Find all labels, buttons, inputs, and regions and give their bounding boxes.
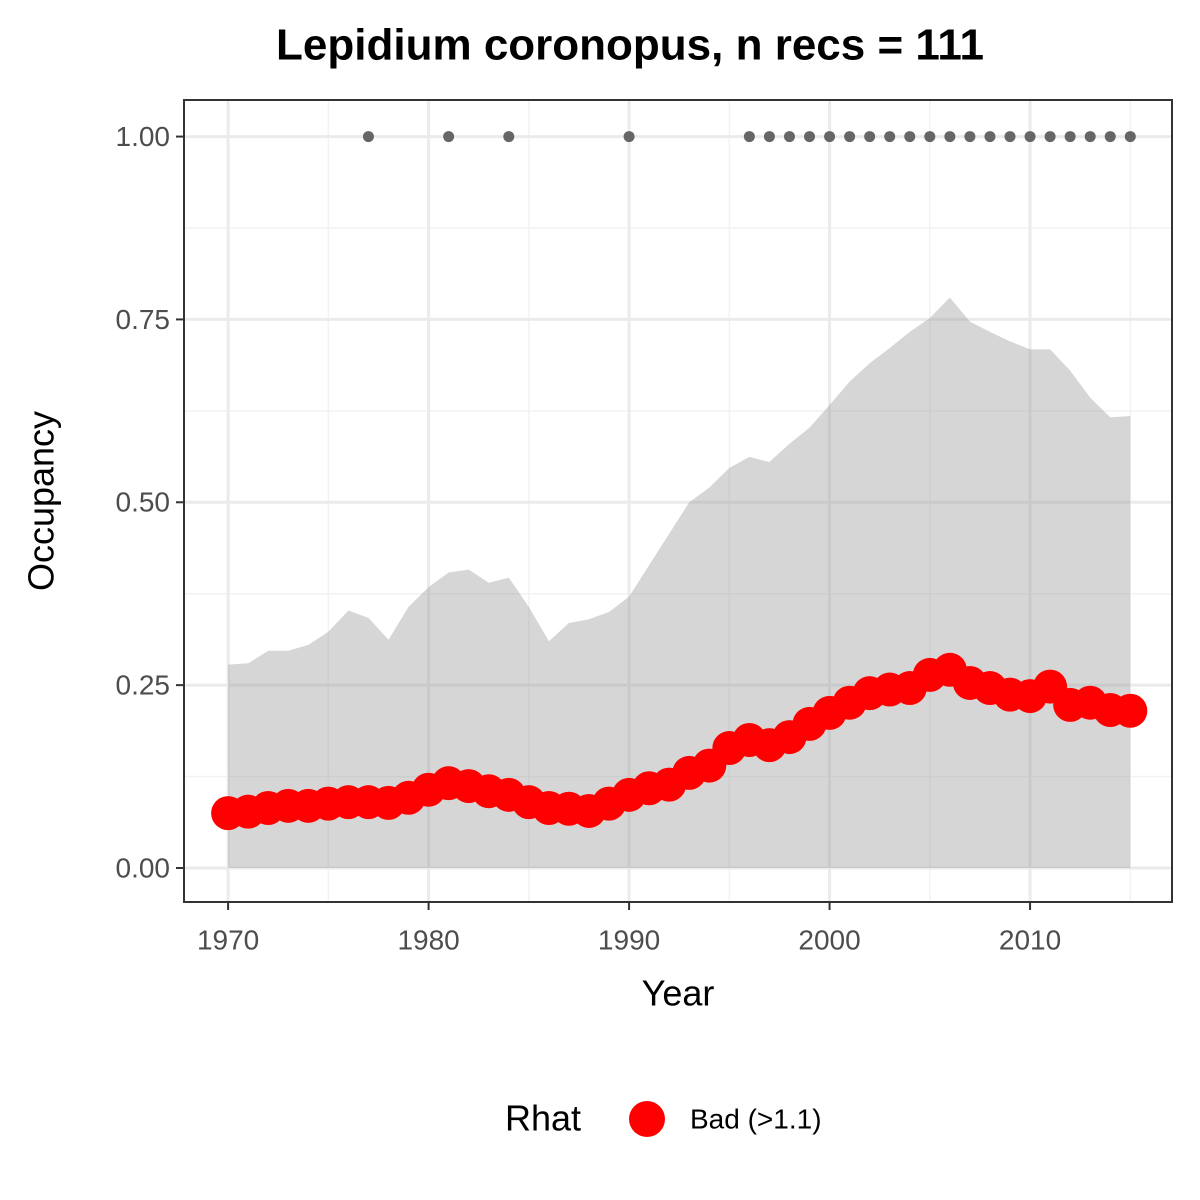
x-axis-title: Year [642,973,715,1014]
detection-dot [743,131,755,143]
detection-dot [1084,131,1096,143]
detection-dot [864,131,876,143]
detection-dot [1004,131,1016,143]
detection-dot [362,131,374,143]
detection-dot [503,131,515,143]
detection-dot [984,131,996,143]
y-tick-label: 0.00 [116,852,171,883]
detection-dot [844,131,856,143]
legend-label: Bad (>1.1) [690,1103,822,1134]
data-point [1113,693,1148,728]
detection-dot [443,131,455,143]
chart-title: Lepidium coronopus, n recs = 111 [276,21,984,70]
x-tick-label: 2000 [798,924,860,955]
detection-dot [1064,131,1076,143]
detection-dot [623,131,635,143]
detection-dot [1124,131,1136,143]
x-tick-label: 1980 [397,924,459,955]
y-tick-label: 0.25 [116,670,171,701]
legend-key [629,1101,665,1137]
detection-dot [924,131,936,143]
x-tick-label: 1990 [598,924,660,955]
detection-dot [944,131,956,143]
legend-title: Rhat [505,1098,581,1139]
detection-dot [783,131,795,143]
y-tick-label: 0.50 [116,487,171,518]
detection-dot [904,131,916,143]
detection-dot [964,131,976,143]
panel-border [183,99,1173,903]
detection-dot [824,131,836,143]
detection-dot [1104,131,1116,143]
x-tick-label: 1970 [197,924,259,955]
detection-dot [884,131,896,143]
credible-interval [228,297,1131,868]
detection-dot [1044,131,1056,143]
detection-dot [763,131,775,143]
x-tick-label: 2010 [999,924,1061,955]
detection-dot [1024,131,1036,143]
y-tick-label: 1.00 [116,121,171,152]
y-tick-label: 0.75 [116,304,171,335]
y-axis-title: Occupancy [21,411,62,591]
detection-dot [804,131,816,143]
